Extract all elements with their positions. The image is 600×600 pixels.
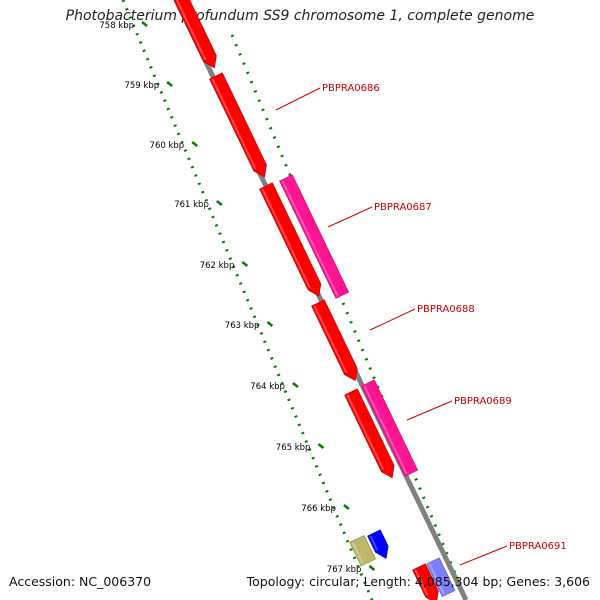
cds-arrow xyxy=(259,182,322,297)
gene-labels: PBPRA0686 PBPRA0687 PBPRA0688 PBPRA0689 PBPR… xyxy=(275,83,567,566)
cds-arrow-highlight xyxy=(313,305,348,373)
gene-label-leader xyxy=(369,308,416,331)
accession-text: Accession: NC_006370 xyxy=(9,574,152,589)
cds-arrow-highlight xyxy=(346,394,385,471)
tick-mark xyxy=(266,321,274,327)
gene-label-leader xyxy=(275,87,321,111)
tick-mark xyxy=(368,565,376,571)
cds-arrow xyxy=(311,299,358,382)
gene-label: PBPRA0686 xyxy=(322,83,380,94)
pink-feature xyxy=(279,174,350,299)
olive-feature xyxy=(349,535,376,567)
tick-mark xyxy=(241,261,249,267)
pink-feature-highlight xyxy=(363,385,408,475)
cds-arrow-highlight xyxy=(211,78,257,170)
cds-arrow-highlight xyxy=(261,188,311,289)
gene-label: PBPRA0691 xyxy=(509,541,567,552)
tick-label: 766 kbp xyxy=(301,504,336,514)
blue-feature-highlight xyxy=(369,535,379,551)
pink-feature-highlight xyxy=(281,180,339,297)
summary-text: Topology: circular; Length: 4,085,304 bp… xyxy=(246,574,590,589)
tick-mark xyxy=(216,200,223,206)
cds-arrow xyxy=(344,388,395,479)
tick-mark xyxy=(191,141,198,147)
lavender-feature xyxy=(426,557,456,598)
gene-label: PBPRA0689 xyxy=(454,396,512,407)
tick-mark xyxy=(292,382,299,388)
tick-mark xyxy=(317,443,325,449)
tick-mark xyxy=(343,504,350,510)
gene-label-leader xyxy=(327,206,373,228)
pink-feature xyxy=(361,379,419,477)
cds-arrow-highlight xyxy=(414,569,429,596)
tick-mark xyxy=(141,21,148,27)
tick-label: 764 kbp xyxy=(250,382,285,392)
gene-label-leader xyxy=(406,400,453,421)
tick-label: 765 kbp xyxy=(276,443,311,453)
cds-arrow-highlight xyxy=(175,0,207,61)
tick-label: 760 kbp xyxy=(150,141,185,151)
lavender-feature-highlight xyxy=(428,563,445,595)
gene-label: PBPRA0688 xyxy=(417,304,475,315)
tick-label: 767 kbp xyxy=(327,565,362,575)
tick-label: 762 kbp xyxy=(200,261,235,271)
feature-track xyxy=(173,0,456,600)
olive-feature-highlight xyxy=(351,541,364,565)
cds-arrow xyxy=(209,72,267,178)
outer-guide-line xyxy=(230,34,464,591)
tick-mark xyxy=(166,81,173,87)
cds-arrow xyxy=(173,0,217,69)
tick-axis-line xyxy=(121,0,374,600)
cds-arrow xyxy=(412,563,439,600)
tick-label: 761 kbp xyxy=(174,200,209,210)
gene-label-leader xyxy=(459,545,508,566)
tick-label: 763 kbp xyxy=(225,321,260,331)
tick-label: 758 kbp xyxy=(99,21,134,31)
gene-label: PBPRA0687 xyxy=(374,202,432,213)
tick-track: 758 kbp 759 kbp 760 kbp 761 kbp 762 kbp 763 k… xyxy=(99,0,464,600)
tick-label: 759 kbp xyxy=(124,81,159,91)
blue-feature xyxy=(367,529,389,559)
